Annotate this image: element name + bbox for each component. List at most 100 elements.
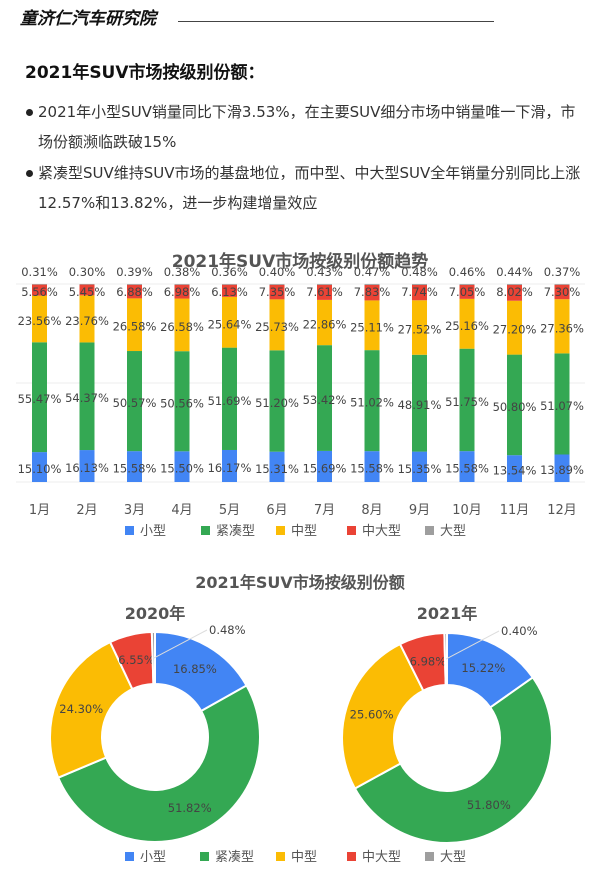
- data-label: 7.30%: [544, 285, 581, 299]
- legend-swatch: [276, 526, 285, 535]
- donut-2021: 15.22% 51.80% 25.60% 6.98% 0.40%: [341, 624, 553, 844]
- data-label: 23.76%: [65, 314, 109, 328]
- bar-segment-小型: [222, 449, 237, 482]
- bar-segment-中型: [317, 299, 332, 346]
- bar-segment-大型: [554, 284, 570, 285]
- bar-segment-紧凑型: [554, 353, 570, 455]
- bar-segment-紧凑型: [507, 354, 522, 456]
- data-label: 26.58%: [160, 320, 204, 334]
- data-label: 51.69%: [208, 394, 252, 408]
- data-label: 0.44%: [496, 265, 533, 279]
- bar-segment-大型: [127, 284, 142, 285]
- x-tick-label: 5月: [219, 503, 240, 518]
- data-label: 51.02%: [350, 396, 394, 410]
- data-label: 0.48%: [401, 265, 438, 279]
- bar-segment-中大型: [459, 284, 475, 299]
- bar-segment-中型: [127, 298, 142, 352]
- slice-label: 15.22%: [461, 661, 505, 675]
- donut-legend: 小型 紧凑型 中型 中大型 大型: [125, 850, 466, 865]
- legend-swatch: [200, 852, 209, 861]
- bar-chart-bars: [32, 283, 570, 482]
- bar-segment-大型: [459, 284, 475, 285]
- donut-slice-中型: [49, 640, 134, 779]
- bar-segment-中型: [507, 300, 522, 355]
- bar-segment-中型: [459, 298, 475, 349]
- data-label: 0.39%: [116, 265, 153, 279]
- bar-chart-gridlines: [16, 283, 585, 483]
- bar-segment-小型: [554, 454, 570, 482]
- bar-segment-紧凑型: [222, 347, 237, 450]
- slice-label: 16.85%: [173, 662, 217, 676]
- data-label: 26.58%: [113, 320, 157, 334]
- bar-segment-中型: [32, 295, 47, 343]
- legend-label: 紧凑型: [215, 850, 254, 865]
- bar-segment-中大型: [554, 284, 570, 300]
- data-label: 0.43%: [306, 265, 343, 279]
- donut-slice-中型: [341, 642, 425, 790]
- donut-slice-紧凑型: [353, 676, 553, 844]
- bar-segment-大型: [174, 284, 190, 285]
- bar-segment-紧凑型: [364, 350, 380, 452]
- bar-segment-小型: [79, 450, 95, 482]
- summary-bullets: 2021年小型SUV销量同比下滑3.53%，在主要SUV细分市场中销量唯一下滑，…: [24, 97, 584, 219]
- x-tick-label: 7月: [314, 503, 335, 518]
- bar-chart-title: 2021年SUV市场按级别份额趋势: [172, 251, 429, 272]
- x-tick-label: 9月: [409, 503, 430, 518]
- legend-label: 紧凑型: [216, 524, 255, 539]
- bar-segment-小型: [412, 451, 427, 482]
- bar-segment-中大型: [412, 284, 427, 301]
- donut-charts: 2021年SUV市场按级别份额 2020年 2021年 16.85% 51.82%…: [49, 573, 553, 865]
- bar-segment-大型: [79, 283, 95, 285]
- bar-segment-紧凑型: [127, 351, 142, 452]
- bar-segment-紧凑型: [79, 342, 95, 451]
- slice-label: 0.40%: [501, 624, 538, 638]
- slice-label: 6.98%: [410, 654, 447, 668]
- donut-2021-subtitle: 2021年: [417, 604, 478, 623]
- data-label: 0.37%: [544, 265, 581, 279]
- data-label: 6.98%: [164, 285, 201, 299]
- donut-2020: 16.85% 51.82% 24.30% 6.55% 0.48%: [49, 623, 261, 843]
- data-label: 7.83%: [354, 285, 391, 299]
- leader-line: [445, 630, 500, 660]
- bar-segment-中大型: [317, 284, 332, 300]
- legend-label: 大型: [440, 850, 466, 865]
- data-label: 15.58%: [113, 462, 157, 476]
- data-label: 50.80%: [493, 400, 537, 414]
- bar-segment-中大型: [507, 284, 522, 301]
- data-label: 6.13%: [211, 285, 248, 299]
- data-label: 13.54%: [493, 464, 537, 478]
- legend-label: 中大型: [362, 524, 401, 539]
- bar-segment-中型: [79, 295, 95, 343]
- slice-label: 6.55%: [118, 653, 155, 667]
- bar-segment-小型: [364, 451, 380, 482]
- data-label: 8.02%: [496, 285, 533, 299]
- bar-segment-小型: [507, 455, 522, 482]
- bar-segment-紧凑型: [269, 350, 285, 452]
- bar-segment-中型: [222, 296, 237, 348]
- data-label: 25.16%: [445, 319, 489, 333]
- x-tick-label: 1月: [29, 503, 50, 518]
- legend-swatch: [347, 526, 356, 535]
- data-label: 0.40%: [259, 265, 296, 279]
- data-label: 25.11%: [350, 320, 394, 334]
- slice-label: 24.30%: [59, 702, 103, 716]
- bar-segment-紧凑型: [412, 354, 427, 452]
- legend-label: 小型: [140, 850, 166, 865]
- legend-swatch: [425, 852, 434, 861]
- bar-segment-中大型: [127, 284, 142, 299]
- bar-segment-大型: [412, 284, 427, 285]
- bar-segment-中型: [364, 300, 380, 351]
- data-label: 7.61%: [306, 285, 343, 299]
- data-label: 13.89%: [540, 463, 584, 477]
- bar-chart-data-labels: 15.10% 55.47% 23.56% 5.56% 0.31% 16.13% 54.37%…: [18, 265, 584, 478]
- data-label: 23.56%: [18, 314, 62, 328]
- bar-segment-大型: [269, 284, 285, 285]
- x-tick-label: 2月: [76, 503, 97, 518]
- legend-label: 中型: [291, 850, 317, 865]
- legend-swatch: [125, 526, 134, 535]
- bar-segment-中型: [269, 299, 285, 351]
- data-label: 0.31%: [21, 265, 58, 279]
- x-tick-label: 12月: [547, 503, 577, 518]
- leader-line: [153, 629, 208, 659]
- data-label: 55.47%: [18, 392, 62, 406]
